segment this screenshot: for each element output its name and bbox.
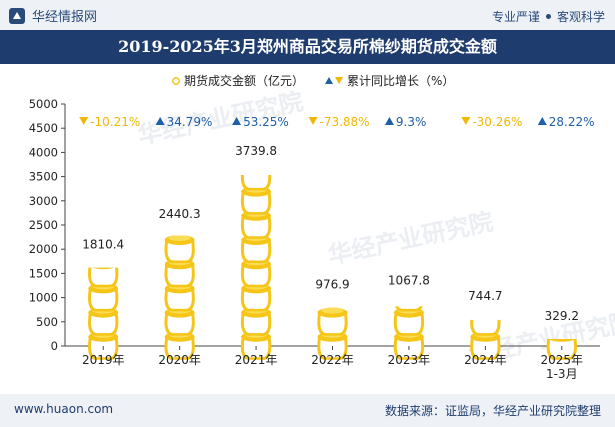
title-bar: 2019-2025年3月郑州商品交易所棉纱期货成交金额	[0, 30, 615, 64]
growth-label-1: 34.79%	[167, 115, 213, 129]
bar-1-unit-3	[164, 259, 195, 288]
legend-label-amount: 期货成交金额（亿元）	[184, 73, 304, 88]
bar-0-unit-3	[88, 267, 119, 288]
x-tick-label-1: 2020年	[158, 353, 201, 367]
bar-4-unit-2	[395, 306, 423, 312]
tagline-left: 专业严谨	[491, 10, 540, 24]
y-tick-label-0: 0	[51, 339, 58, 353]
growth-label-2: 53.25%	[243, 115, 289, 129]
growth-label-6: 28.22%	[549, 115, 595, 129]
data-label-0: 1810.4	[82, 237, 124, 251]
legend: 期货成交金额（亿元） 累计同比增长（%）	[172, 73, 454, 88]
bar-2-unit-6	[240, 186, 272, 215]
bar-5-unit-1	[470, 319, 501, 336]
growth-arrow-4-up-icon	[384, 117, 394, 125]
brand-logo-icon	[9, 7, 25, 24]
x-tick-label-4: 2023年	[388, 353, 431, 367]
bar-4-unit-1	[393, 307, 425, 336]
y-tick-label-1: 500	[36, 315, 58, 329]
y-tick-label-2: 1000	[29, 291, 58, 305]
legend-label-growth: 累计同比增长（%）	[347, 74, 454, 88]
y-tick-label-3: 1500	[29, 266, 58, 280]
top-bar: 华经情报网 专业严谨 客观科学	[0, 0, 615, 30]
growth-labels: -10.21% 34.79% 53.25% -73.88% 9.3% -30.26% 28.…	[79, 115, 595, 129]
data-label-6: 329.2	[545, 309, 579, 323]
growth-arrow-1-up-icon	[155, 117, 165, 125]
brand: 华经情报网	[8, 6, 97, 25]
x-tick-label-3: 2022年	[311, 353, 354, 367]
data-label-4: 1067.8	[388, 273, 430, 287]
y-tick-label-10: 5000	[29, 97, 58, 111]
bar-1-unit-4	[164, 235, 195, 263]
bar-0	[88, 267, 119, 360]
data-label-3: 976.9	[315, 278, 349, 292]
tagline: 专业严谨 客观科学	[492, 8, 605, 25]
y-tick-label-6: 3000	[29, 194, 58, 208]
bar-2-unit-5	[240, 210, 272, 239]
bar-5	[470, 319, 501, 360]
y-tick-label-5: 2500	[29, 218, 58, 232]
chart-title: 2019-2025年3月郑州商品交易所棉纱期货成交金额	[118, 37, 497, 56]
bar-3	[317, 307, 348, 360]
bar-2	[240, 175, 272, 360]
x-tick-label-6: 2025年 1-3月	[541, 353, 584, 381]
watermark-1: 华经产业研究院	[325, 208, 495, 270]
footer-site: www.huaon.com	[14, 402, 114, 416]
bar-2-unit-1	[240, 307, 272, 336]
bar-2-unit-4	[240, 235, 272, 263]
growth-arrow-0-down-icon	[79, 117, 89, 125]
footer: www.huaon.com 数据来源：证监局，华经产业研究院整理	[0, 394, 615, 427]
bar-3-unit-1	[317, 307, 348, 336]
y-tick-label-9: 4500	[29, 121, 58, 135]
bar-1-unit-1	[164, 307, 195, 336]
growth-arrow-6-up-icon	[537, 117, 547, 125]
bar-1-unit-2	[164, 283, 195, 312]
growth-arrow-5-down-icon	[461, 117, 471, 125]
legend-marker-down-icon	[335, 77, 343, 84]
growth-label-3: -73.88%	[320, 115, 370, 129]
bar-2-unit-7	[240, 175, 272, 191]
growth-arrow-2-up-icon	[232, 117, 242, 125]
data-label-5: 744.7	[468, 289, 502, 303]
legend-marker-amount-icon	[172, 77, 180, 85]
y-tick-label-4: 2000	[29, 242, 58, 256]
brand-name: 华经情报网	[32, 10, 98, 25]
footer-source: 数据来源：证监局，华经产业研究院整理	[384, 404, 601, 418]
y-tick-label-8: 4000	[29, 145, 58, 159]
tagline-dot-icon	[545, 14, 551, 19]
growth-label-5: -30.26%	[472, 115, 522, 129]
bar-1	[164, 235, 195, 360]
growth-arrow-3-down-icon	[308, 117, 318, 125]
bar-0-unit-1	[88, 307, 119, 336]
data-label-1: 2440.3	[159, 207, 201, 221]
growth-label-4: 9.3%	[396, 115, 427, 129]
bar-2-unit-3	[240, 259, 272, 288]
x-tick-label-0: 2019年	[82, 353, 125, 367]
legend-marker-up-icon	[325, 77, 333, 84]
tagline-right: 客观科学	[556, 10, 605, 24]
data-label-2: 3739.8	[235, 144, 277, 158]
y-tick-label-7: 3500	[29, 170, 58, 184]
bars	[88, 175, 577, 360]
growth-label-0: -10.21%	[90, 115, 140, 129]
plot-area: 华经产业研究院 华经产业研究院 华经产业研究院 0 500 1000 1500 2000 250…	[0, 64, 615, 394]
chart-svg: 华经产业研究院华经产业研究院华经产业研究院0500100015002000250…	[29, 73, 615, 381]
x-tick-label-2: 2021年	[235, 353, 278, 367]
bar-0-unit-2	[88, 283, 119, 312]
bar-2-unit-2	[240, 283, 272, 312]
x-tick-label-5: 2024年	[464, 353, 507, 367]
